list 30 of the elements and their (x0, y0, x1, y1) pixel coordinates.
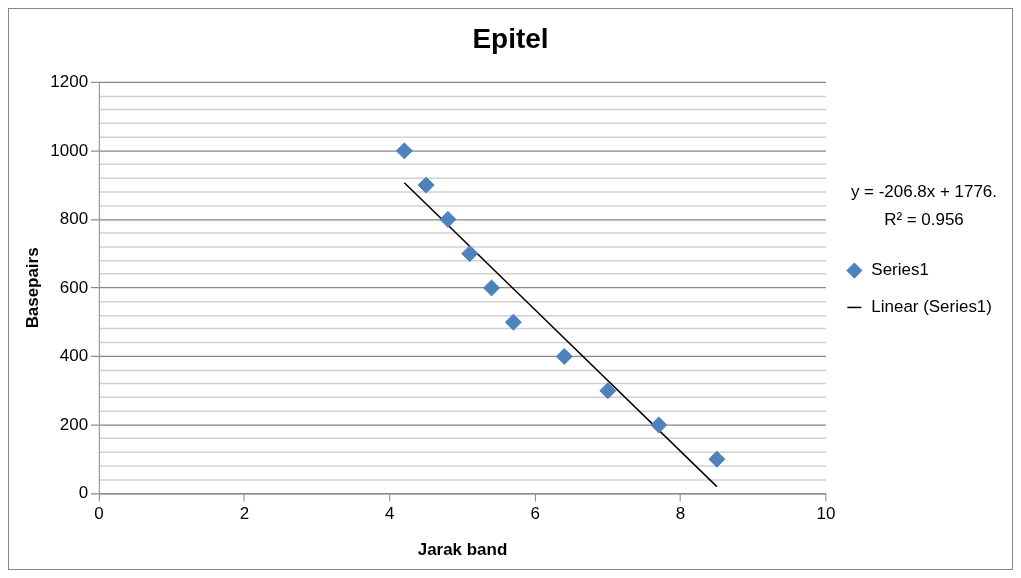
y-axis-title: Basepairs (22, 247, 42, 329)
text: y = -206.8x + 1776. (850, 181, 997, 201)
point (395, 142, 413, 160)
point (439, 210, 457, 228)
x-tick-label: 2 (239, 504, 250, 524)
point (555, 347, 573, 365)
point (708, 450, 726, 468)
x-tick-label: 4 (385, 504, 395, 524)
y-tick-label: 800 (59, 209, 89, 229)
y-tick-label: 1000 (50, 140, 89, 160)
x-tick-label: 10 (816, 504, 836, 524)
y-tick-label: 0 (78, 483, 89, 503)
point (483, 279, 501, 297)
y-tick-label: 1200 (50, 72, 89, 92)
x-tick-label: 0 (94, 504, 104, 524)
x-axis-title: Jarak band (417, 539, 508, 559)
point (461, 245, 479, 263)
x-tick-label: 8 (675, 504, 686, 524)
point (599, 382, 617, 400)
point (650, 416, 668, 434)
point (504, 313, 522, 331)
x-tick-label: 6 (530, 504, 540, 524)
y-tick-label: 400 (59, 346, 89, 366)
chart-title: Epitel (472, 23, 549, 55)
point (417, 176, 435, 194)
legend-label: Linear (Series1) (871, 297, 992, 317)
y-tick-label: 600 (59, 277, 89, 297)
text: R² = 0.956 (884, 209, 964, 229)
y-tick-label: 200 (59, 414, 89, 434)
legend-label: Series1 (871, 260, 929, 280)
